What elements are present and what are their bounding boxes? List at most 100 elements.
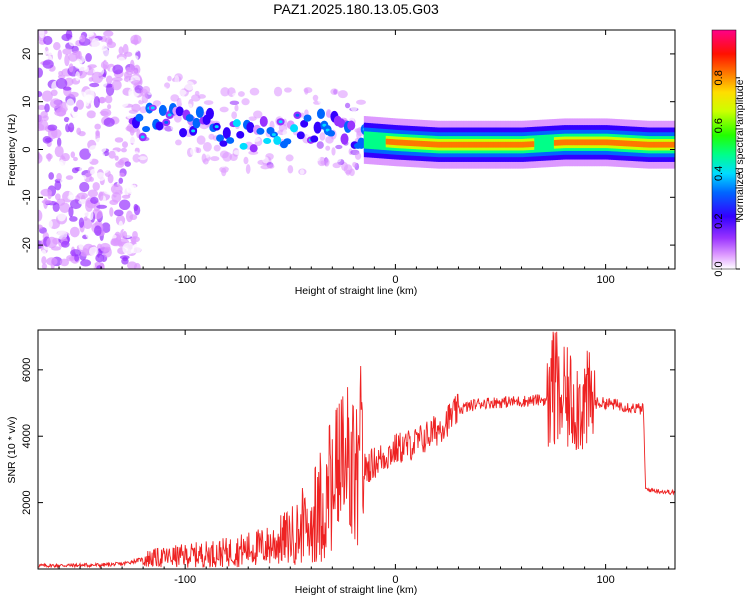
spectrogram-cell	[267, 164, 275, 169]
spectrogram-cell	[486, 141, 489, 148]
spectrogram-cell	[193, 157, 201, 164]
colorbar-tick-label: 0.6	[713, 118, 725, 133]
spectrogram-cell	[122, 43, 129, 55]
spectrogram-cell	[320, 160, 326, 165]
spectrogram-cell	[639, 141, 642, 148]
spectrogram-cell	[92, 182, 100, 191]
spectrogram-cell	[229, 153, 238, 161]
spectrogram-cell	[78, 208, 85, 214]
spectrogram-x-label: Height of straight line (km)	[295, 285, 418, 297]
spectrogram-cell	[373, 132, 377, 150]
spectrogram-cell	[377, 132, 380, 150]
spectrogram-cell	[214, 125, 219, 129]
spectrogram-cell	[454, 141, 457, 148]
spectrogram-cell	[68, 190, 74, 200]
spectrogram-cell	[38, 146, 46, 152]
spectrogram-cell	[41, 263, 48, 269]
spectrogram-cell	[644, 141, 647, 148]
spectrogram-cell	[151, 129, 160, 137]
spectrogram-cell	[208, 159, 217, 165]
spectrogram-x-tick-label: 100	[596, 274, 614, 286]
snr-series-line	[38, 331, 675, 569]
spectrogram-cell	[331, 147, 336, 156]
spectrogram-cell	[83, 88, 95, 101]
spectrogram-cell	[98, 41, 109, 52]
spectrogram-cell	[111, 77, 123, 82]
spectrogram-cell	[267, 94, 274, 101]
spectrogram-cell	[100, 60, 109, 70]
spectrogram-cell	[356, 130, 362, 141]
spectrogram-cell	[631, 140, 634, 147]
spectrogram-cell	[594, 139, 597, 146]
spectrogram-cell	[409, 140, 412, 146]
spectrogram-cell	[41, 90, 53, 102]
spectrogram-cell	[577, 139, 580, 146]
spectrogram-cell	[651, 141, 654, 148]
spectrogram-cell	[325, 145, 331, 151]
spectrogram-cell	[516, 141, 520, 148]
spectrogram-cell	[300, 120, 309, 128]
spectrogram-cell	[44, 137, 53, 143]
spectrogram-cell	[380, 132, 383, 150]
spectrogram-cell	[110, 184, 123, 195]
spectrogram-cell	[234, 104, 239, 112]
spectrogram-cell	[599, 139, 602, 146]
spectrogram-cell	[350, 103, 358, 112]
spectrogram-cell	[78, 114, 88, 125]
spectrogram-cell	[505, 141, 508, 148]
spectrogram-cell	[387, 138, 390, 145]
spectrogram-cell	[384, 132, 387, 151]
spectrogram-cell	[414, 140, 417, 147]
spectrogram-cell	[442, 141, 446, 148]
spectrogram-cell	[152, 157, 159, 166]
spectrogram-cell	[97, 152, 106, 164]
spectrogram-cell	[149, 95, 159, 102]
spectrogram-cell	[229, 100, 240, 105]
spectrogram-cell	[402, 139, 405, 146]
spectrogram-cell	[130, 39, 139, 45]
spectrogram-cell	[59, 202, 71, 214]
spectrogram-cell	[659, 141, 663, 148]
spectrogram-cell	[227, 168, 234, 178]
spectrogram-cell	[186, 103, 193, 110]
spectrogram-cell	[622, 140, 626, 147]
spectrogram-cell	[54, 62, 62, 68]
spectrogram-cell	[476, 141, 479, 148]
spectrogram-cell	[572, 139, 575, 146]
spectrogram-cell	[473, 141, 476, 148]
snr-y-label: SNR (10 * v/v)	[6, 416, 18, 483]
spectrogram-cell	[543, 134, 547, 153]
spectrogram-cell	[41, 256, 47, 265]
spectrogram-cell	[595, 139, 599, 146]
spectrogram-cell	[39, 138, 44, 144]
spectrogram-cell	[65, 30, 73, 40]
spectrogram-cell	[129, 126, 135, 136]
spectrogram-cell	[282, 129, 289, 137]
spectrogram-cell	[71, 167, 79, 174]
spectrogram-cell	[54, 180, 62, 191]
spectrogram-cell	[122, 141, 128, 149]
spectrogram-cell	[528, 141, 531, 148]
spectrogram-cell	[141, 94, 149, 104]
spectrogram-cell	[513, 141, 516, 148]
spectrogram-cell	[641, 141, 644, 148]
spectrogram-cell	[107, 173, 114, 184]
spectrogram-cell	[273, 86, 283, 97]
spectrogram-cell	[122, 242, 135, 255]
spectrogram-cell	[356, 99, 366, 105]
spectrogram-cell	[245, 164, 251, 174]
spectrogram-cell	[54, 109, 67, 117]
spectrogram-cell	[142, 85, 151, 95]
colorbar-tick-label: 0.4	[713, 166, 725, 181]
spectrogram-cell	[653, 141, 656, 148]
spectrogram-cell	[294, 138, 303, 147]
spectrogram-cell	[127, 261, 138, 269]
spectrogram-cell	[496, 141, 499, 148]
spectrogram-cell	[68, 122, 75, 133]
spectrogram-cell	[60, 178, 67, 185]
spectrogram-cell	[74, 254, 80, 262]
spectrogram-cell	[54, 145, 64, 158]
spectrogram-cell	[139, 106, 148, 114]
spectrogram-cell	[221, 167, 227, 177]
spectrogram-cell	[434, 141, 437, 148]
